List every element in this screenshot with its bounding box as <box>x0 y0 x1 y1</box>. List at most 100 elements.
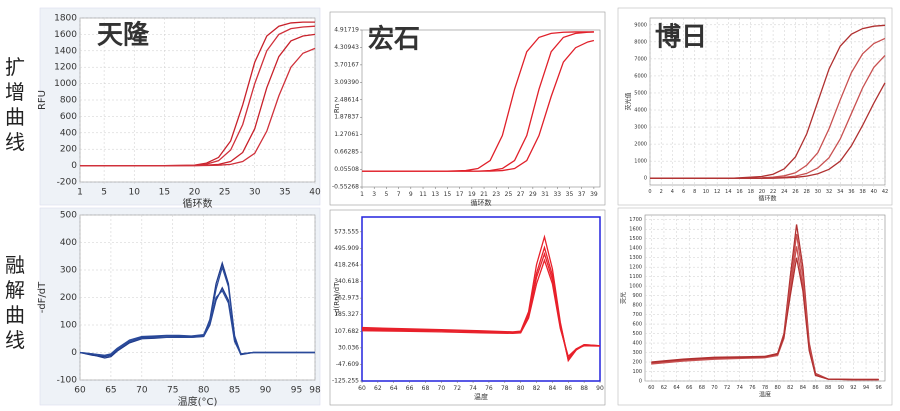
y-axis-label: 荧光 <box>620 292 628 304</box>
x-tick-label: 35 <box>279 188 290 198</box>
y-tick-label: 1800 <box>54 14 77 24</box>
x-tick-label: 40 <box>871 189 877 195</box>
y-tick-label: 573.555 <box>334 228 359 235</box>
x-tick-label: 28 <box>803 189 809 195</box>
curve <box>79 289 315 357</box>
y-tick-label: 400 <box>60 238 77 248</box>
curve <box>80 47 316 167</box>
x-tick-label: 60 <box>648 385 654 391</box>
panel-title: 宏石 <box>368 24 420 55</box>
x-tick-label: 95 <box>291 386 302 396</box>
x-tick-label: 68 <box>699 385 705 391</box>
x-tick-label: 27 <box>517 191 525 198</box>
x-tick-label: 92 <box>850 385 856 391</box>
x-tick-label: 11 <box>419 191 427 198</box>
y-tick-label: 600 <box>60 112 77 122</box>
y-tick-label: 7000 <box>634 56 647 62</box>
x-tick-label: 39 <box>590 191 598 198</box>
y-tick-label: 107.682 <box>334 328 359 335</box>
x-tick-label: 60 <box>74 386 86 396</box>
y-tick-label: 3.70167 <box>334 61 359 68</box>
y-tick-label: 1300 <box>629 255 642 261</box>
x-tick-label: 96 <box>875 385 881 391</box>
y-tick-label: 262.973 <box>334 295 359 302</box>
x-tick-label: 34 <box>837 189 843 195</box>
x-tick-label: 5 <box>384 191 388 198</box>
x-axis-label: 循环数 <box>758 195 776 203</box>
x-axis-label: 温度(°C) <box>178 395 218 408</box>
y-tick-label: 1.87837 <box>334 114 359 121</box>
y-tick-label: 1400 <box>629 246 642 252</box>
y-tick-label: 1200 <box>629 265 642 271</box>
x-tick-label: 74 <box>469 385 477 392</box>
x-tick-label: 62 <box>374 385 382 392</box>
x-tick-label: 90 <box>838 385 844 391</box>
x-tick-label: 62 <box>661 385 667 391</box>
y-tick-label: 800 <box>60 96 77 106</box>
x-tick-label: 84 <box>800 385 806 391</box>
x-tick-label: 88 <box>825 385 831 391</box>
y-axis-label: -dF/dT <box>37 281 48 313</box>
x-tick-label: 70 <box>711 385 717 391</box>
y-tick-label: 300 <box>60 266 77 276</box>
x-tick-label: 7 <box>397 191 401 198</box>
y-tick-label: 1.27061 <box>334 131 359 138</box>
x-axis-label: 温度 <box>759 391 771 399</box>
y-tick-label: 500 <box>632 331 642 337</box>
x-tick-label: 42 <box>882 189 888 195</box>
y-axis-label: RFU <box>37 90 48 110</box>
y-tick-label: 8000 <box>634 39 647 45</box>
x-tick-label: 22 <box>770 189 776 195</box>
x-tick-label: 33 <box>553 191 561 198</box>
x-tick-label: 66 <box>686 385 692 391</box>
x-tick-label: 88 <box>580 385 588 392</box>
x-tick-label: 72 <box>724 385 730 391</box>
x-tick-label: 94 <box>863 385 869 391</box>
x-tick-label: 70 <box>136 386 148 396</box>
plot-area <box>649 17 886 186</box>
x-tick-label: 4 <box>671 189 674 195</box>
x-tick-label: 25 <box>505 191 513 198</box>
panel-title: 天隆 <box>97 21 150 51</box>
x-tick-label: 30 <box>249 188 261 198</box>
y-tick-label: 3000 <box>634 125 647 131</box>
panel-title: 博日 <box>655 23 707 53</box>
x-tick-label: 37 <box>578 191 586 198</box>
x-tick-label: 70 <box>438 385 446 392</box>
y-tick-label: 0 <box>639 379 642 385</box>
x-tick-label: 29 <box>529 191 537 198</box>
y-tick-label: 1000 <box>629 284 642 290</box>
y-tick-label: 1100 <box>629 274 642 280</box>
x-tick-label: 60 <box>358 385 366 392</box>
x-tick-label: 24 <box>781 189 787 195</box>
x-tick-label: 85 <box>229 386 240 396</box>
x-tick-label: 9 <box>409 191 413 198</box>
y-tick-label: 500 <box>60 211 77 221</box>
x-tick-label: 64 <box>390 385 398 392</box>
y-tick-label: 1500 <box>629 236 642 242</box>
y-axis-label: Rn <box>333 104 341 113</box>
x-tick-label: 74 <box>737 385 743 391</box>
x-tick-label: 12 <box>714 189 720 195</box>
x-tick-label: 90 <box>260 386 272 396</box>
x-tick-label: 20 <box>189 188 201 198</box>
x-tick-label: 8 <box>693 189 696 195</box>
x-tick-label: 40 <box>309 188 321 198</box>
curve <box>361 251 601 362</box>
x-tick-label: 15 <box>444 191 452 198</box>
y-tick-label: -100 <box>57 376 78 386</box>
y-tick-label: 2000 <box>634 142 647 148</box>
y-tick-label: 2.48614 <box>334 96 359 103</box>
row-label: 扩增曲线 <box>5 55 25 154</box>
x-tick-label: 1 <box>360 191 364 198</box>
y-tick-label: 0 <box>644 176 647 182</box>
x-axis-label: 循环数 <box>183 197 213 210</box>
y-tick-label: 800 <box>632 303 642 309</box>
x-tick-label: 78 <box>501 385 509 392</box>
x-tick-label: 98 <box>309 386 321 396</box>
x-tick-label: 32 <box>826 189 832 195</box>
x-tick-label: 2 <box>660 189 663 195</box>
x-tick-label: 84 <box>549 385 557 392</box>
y-tick-label: 495.909 <box>334 245 359 252</box>
